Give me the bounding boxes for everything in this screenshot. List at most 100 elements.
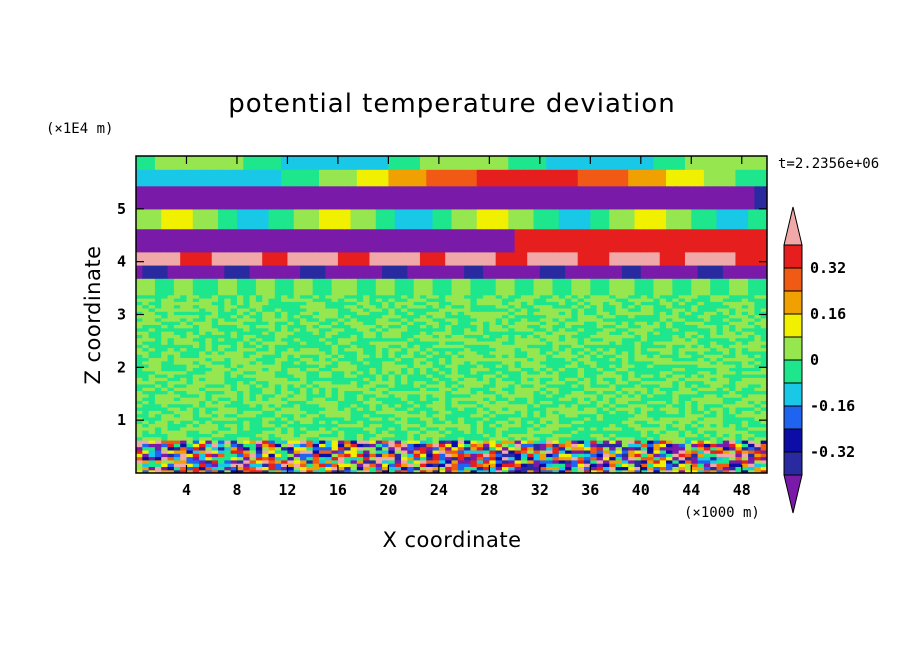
field-cell (602, 456, 610, 461)
field-cell (356, 459, 364, 464)
field-cell (382, 439, 389, 444)
field-cell (192, 459, 200, 464)
field-cell (501, 443, 509, 448)
field-cell (451, 459, 459, 464)
field-cell (647, 459, 655, 464)
field-cell (432, 449, 440, 454)
field-cell (413, 463, 421, 467)
field-cell (268, 463, 276, 467)
field-cell (457, 466, 465, 471)
field-cell (268, 459, 276, 464)
field-cell (628, 446, 636, 451)
field-cell (565, 469, 572, 473)
field-cell (741, 456, 749, 461)
field-cell (653, 456, 661, 461)
field-cell (192, 469, 200, 473)
field-cell (596, 463, 604, 467)
field-cell (388, 449, 396, 454)
field-cell (609, 453, 617, 458)
field-cell (476, 463, 484, 467)
field-cell (640, 459, 648, 464)
field-cell (451, 456, 459, 461)
field-cell (445, 453, 453, 458)
field-cell (236, 443, 244, 448)
field-cell (552, 466, 560, 471)
field-cell (293, 469, 301, 473)
field-cell (476, 469, 484, 473)
field-cell (451, 449, 459, 454)
field-cell (161, 456, 169, 461)
field-cell (293, 453, 301, 458)
field-cell (558, 456, 566, 461)
field-cell (451, 443, 459, 448)
field-cell (672, 449, 680, 454)
field-cell (268, 439, 276, 444)
field-cell (514, 453, 522, 458)
field-cell (356, 463, 364, 467)
field-cell (192, 443, 200, 448)
field-cell (382, 456, 389, 461)
field-cell (211, 453, 219, 458)
field-cell (407, 453, 415, 458)
field-cell (388, 456, 396, 461)
field-cell (527, 443, 535, 448)
field-cell (262, 443, 270, 448)
field-cell (760, 459, 767, 464)
field-cell (413, 439, 421, 444)
field-cell (470, 453, 478, 458)
field-cell (148, 443, 156, 448)
field-cell (136, 439, 143, 444)
field-cell (432, 446, 440, 451)
field-cell (697, 469, 705, 473)
field-cell (691, 459, 699, 464)
field-cell (495, 463, 503, 467)
field-cell (205, 456, 213, 461)
field-cell (337, 439, 345, 444)
field-cell (527, 463, 535, 467)
field-cell (659, 463, 667, 467)
field-cell (236, 463, 244, 467)
time-label: t=2.2356e+06 (778, 156, 879, 172)
field-cell (375, 463, 383, 467)
field-cell (546, 453, 554, 458)
field-cell (142, 443, 150, 448)
field-cell (312, 459, 320, 464)
field-cell (647, 456, 655, 461)
field-cell (331, 443, 339, 448)
field-cell (375, 449, 383, 454)
field-cell (249, 463, 257, 467)
field-cell (375, 453, 383, 458)
field-cell (318, 466, 326, 471)
field-cell (653, 466, 661, 471)
field-cell (741, 449, 749, 454)
field-cell (419, 463, 427, 467)
field-cell (281, 466, 289, 471)
field-cell (167, 456, 175, 461)
field-cell (672, 469, 680, 473)
field-cell (432, 439, 440, 444)
field-cell (552, 453, 560, 458)
field-cell (255, 459, 263, 464)
field-cell (552, 456, 560, 461)
field-cell (369, 443, 377, 448)
field-cell (596, 443, 604, 448)
field-cell (445, 466, 453, 471)
field-cell (722, 459, 730, 464)
field-cell (192, 456, 200, 461)
field-cell (672, 459, 680, 464)
field-cell (262, 453, 270, 458)
field-cell (552, 443, 560, 448)
field-cell (741, 459, 749, 464)
field-cell (691, 466, 699, 471)
field-cell (211, 469, 219, 473)
field-cell (426, 459, 434, 464)
field-cell (142, 453, 150, 458)
field-cell (306, 466, 314, 471)
field-cell (363, 459, 371, 464)
field-cell (722, 463, 730, 467)
field-cell (274, 466, 282, 471)
field-cell (382, 459, 389, 464)
field-cell (678, 456, 686, 461)
field-cell (546, 443, 554, 448)
